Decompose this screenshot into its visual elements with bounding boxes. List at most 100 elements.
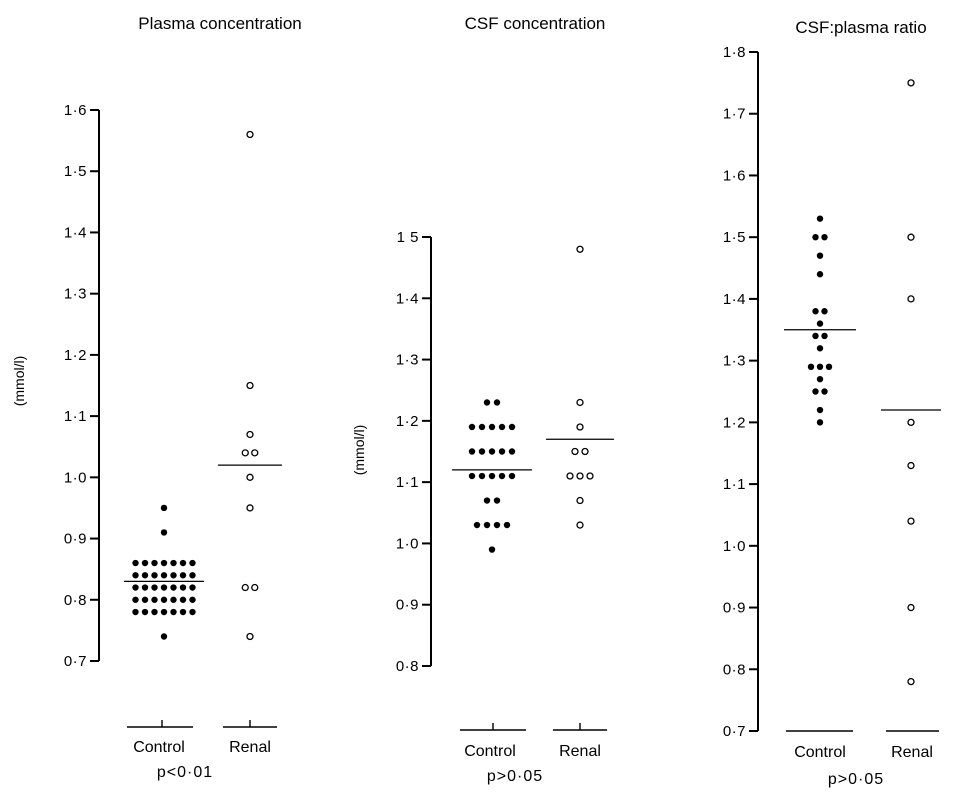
data-point-filled — [170, 584, 177, 591]
data-point-filled — [468, 472, 476, 480]
data-point-filled — [160, 633, 168, 640]
y-tick-label: 0·7 — [723, 723, 746, 740]
y-tick-label: 1·5 — [64, 163, 87, 180]
data-point-filled — [179, 596, 187, 603]
data-point-filled — [483, 399, 491, 406]
data-point-filled — [816, 271, 824, 278]
data-point-open — [576, 398, 584, 407]
y-tick-label: 1·8 — [723, 44, 746, 61]
data-point-filled — [160, 504, 168, 512]
y-axis-label: (mmol/l) — [11, 356, 27, 407]
data-point-filled — [488, 423, 496, 431]
data-point-filled — [160, 559, 168, 567]
chart-title: Plasma concentration — [138, 14, 301, 33]
y-tick-label: 1·4 — [396, 290, 419, 307]
y-tick-label: 1·3 — [723, 353, 746, 370]
data-point-filled — [141, 572, 149, 579]
data-point-filled — [151, 608, 158, 616]
data-point-filled — [160, 596, 168, 603]
data-point-open — [246, 473, 254, 481]
y-tick-label: 1·3 — [396, 352, 419, 369]
category-label: Renal — [229, 739, 271, 756]
data-point-filled — [132, 596, 139, 603]
data-point-open — [907, 79, 915, 87]
data-point-filled — [488, 546, 496, 553]
y-tick-label: 0·8 — [723, 661, 746, 678]
data-point-filled — [473, 521, 481, 529]
data-point-filled — [141, 559, 149, 567]
data-point-filled — [488, 472, 496, 480]
data-point-open — [246, 381, 254, 390]
data-point-open — [907, 295, 915, 303]
data-point-filled — [807, 363, 815, 371]
data-point-open — [907, 461, 915, 470]
data-point-filled — [821, 233, 828, 241]
y-tick-label: 1 5 — [397, 229, 419, 246]
data-point-open — [251, 583, 259, 592]
y-tick-label: 1·7 — [723, 106, 746, 123]
data-point-filled — [825, 363, 833, 371]
category-label: Control — [794, 744, 846, 761]
data-point-filled — [498, 448, 506, 455]
category-label: Renal — [559, 743, 601, 760]
data-points — [452, 245, 614, 553]
category-renal: Renal — [223, 720, 277, 756]
category-renal: Renal — [553, 723, 607, 760]
data-point-filled — [132, 559, 139, 567]
category-label: Control — [133, 739, 185, 756]
y-tick-label: 1·2 — [64, 347, 87, 364]
data-point-open — [251, 449, 259, 457]
data-point-open — [576, 472, 584, 480]
data-point-filled — [151, 596, 158, 603]
data-point-filled — [132, 572, 139, 579]
panel-ratio: CSF:plasma ratio 0·7 0·8 0·9 1·0 1·1 1·2 1·3 1·… — [723, 18, 941, 788]
data-point-filled — [179, 584, 187, 591]
data-point-filled — [132, 608, 139, 616]
data-points — [124, 130, 282, 641]
data-point-open — [566, 472, 574, 480]
data-point-filled — [508, 423, 516, 431]
y-tick-label: 1·1 — [64, 408, 87, 425]
data-point-open — [907, 233, 915, 241]
y-tick-label: 1·0 — [723, 538, 746, 555]
y-tick-label: 1·0 — [64, 469, 87, 486]
data-point-open — [576, 521, 584, 529]
data-point-open — [907, 603, 915, 612]
y-tick-label: 1·5 — [723, 229, 746, 246]
data-point-filled — [493, 521, 501, 529]
p-value: p>0·05 — [828, 771, 884, 788]
data-point-filled — [179, 572, 187, 579]
y-tick-label: 1·3 — [64, 286, 87, 303]
data-point-filled — [160, 608, 168, 616]
chart-title: CSF concentration — [465, 14, 606, 33]
data-point-open — [576, 245, 584, 253]
y-tick-label: 1·1 — [396, 474, 419, 491]
data-point-filled — [816, 406, 824, 414]
y-tick-label: 0·9 — [64, 531, 87, 548]
y-tick-label: 1·1 — [723, 476, 746, 493]
data-point-filled — [503, 521, 511, 529]
p-value: p>0·05 — [487, 768, 543, 785]
data-point-filled — [170, 596, 177, 603]
data-point-filled — [160, 584, 168, 591]
data-point-filled — [508, 448, 516, 455]
y-tick-label: 0·9 — [723, 600, 746, 617]
chart-title: CSF:plasma ratio — [795, 18, 926, 37]
data-point-filled — [132, 584, 139, 591]
data-point-open — [907, 677, 915, 686]
data-point-filled — [816, 215, 824, 222]
data-point-filled — [468, 423, 476, 431]
data-point-open — [571, 447, 579, 456]
y-tick-label: 1·4 — [64, 224, 87, 241]
data-point-filled — [812, 388, 819, 395]
category-label: Control — [464, 743, 516, 760]
data-point-filled — [812, 332, 819, 340]
data-point-open — [241, 449, 249, 457]
y-tick-label: 1·2 — [723, 414, 746, 431]
y-tick-label: 0·8 — [64, 592, 87, 609]
data-point-filled — [821, 388, 828, 395]
data-point-filled — [189, 584, 196, 591]
panel-csf: CSF concentration (mmol/l) 0·8 0·9 1·0 1·1 1… — [351, 14, 614, 785]
data-point-filled — [816, 320, 824, 327]
data-point-filled — [812, 308, 819, 315]
